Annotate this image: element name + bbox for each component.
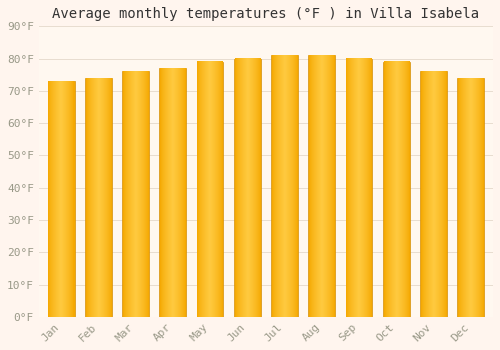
Bar: [122, 71, 149, 317]
Bar: [271, 55, 298, 317]
Bar: [54, 81, 68, 317]
Bar: [160, 68, 186, 317]
Bar: [277, 55, 292, 317]
Bar: [48, 81, 74, 317]
Bar: [196, 62, 224, 317]
Bar: [128, 71, 143, 317]
Bar: [240, 58, 254, 317]
Bar: [314, 55, 329, 317]
Bar: [202, 62, 218, 317]
Bar: [234, 58, 260, 317]
Bar: [308, 55, 335, 317]
Bar: [91, 78, 106, 317]
Bar: [352, 58, 366, 317]
Bar: [420, 71, 447, 317]
Bar: [389, 62, 404, 317]
Bar: [85, 78, 112, 317]
Bar: [464, 78, 478, 317]
Title: Average monthly temperatures (°F ) in Villa Isabela: Average monthly temperatures (°F ) in Vi…: [52, 7, 480, 21]
Bar: [166, 68, 180, 317]
Bar: [458, 78, 484, 317]
Bar: [383, 62, 409, 317]
Bar: [426, 71, 441, 317]
Bar: [346, 58, 372, 317]
